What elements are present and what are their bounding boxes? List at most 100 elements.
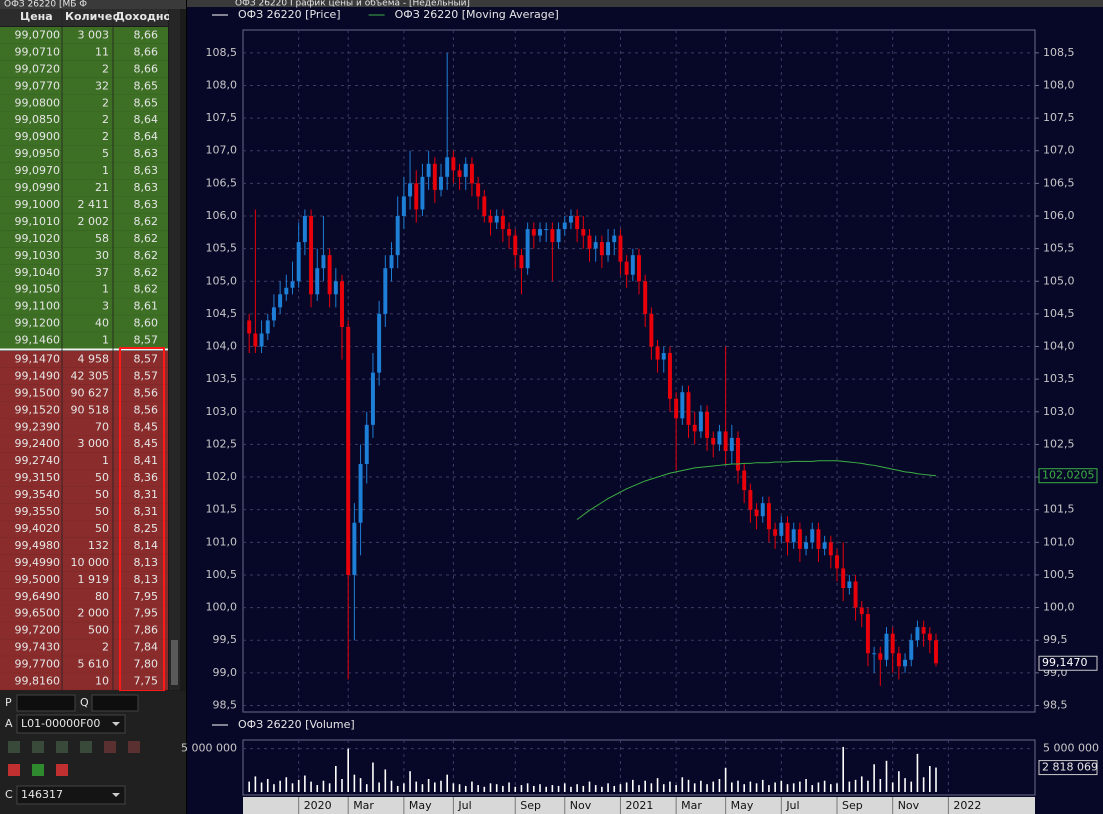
order-row[interactable] [0, 588, 168, 606]
yield-cell: 8,57 [134, 352, 159, 365]
price-cell: 99,5000 [15, 573, 61, 586]
candle-body [482, 196, 487, 216]
price-cell: 99,0900 [15, 130, 61, 143]
price-cell: 99,0800 [15, 96, 61, 109]
yield-cell: 8,62 [134, 215, 159, 228]
candle-body [698, 411, 703, 432]
quantity-cell: 132 [88, 539, 109, 552]
order-row[interactable] [0, 332, 168, 350]
order-row[interactable] [0, 196, 168, 214]
order-row[interactable] [0, 537, 168, 555]
candle-body [327, 255, 332, 295]
quantity-cell: 5 [102, 147, 109, 160]
order-row[interactable] [0, 571, 168, 589]
order-row[interactable] [0, 384, 168, 402]
y-tick-label: 102,0 [206, 470, 238, 483]
order-row[interactable] [0, 639, 168, 657]
scrollbar-thumb[interactable] [171, 640, 178, 685]
quantity-input[interactable] [91, 694, 139, 712]
tool-icon[interactable] [32, 741, 44, 753]
order-row[interactable] [0, 264, 168, 282]
order-row[interactable] [0, 247, 168, 265]
order-row[interactable] [0, 230, 168, 248]
y-tick-label: 103,0 [206, 405, 238, 418]
quantity-cell: 50 [95, 471, 109, 484]
quantity-cell: 42 305 [71, 369, 110, 382]
tool-icon[interactable] [128, 741, 140, 753]
y-tick-label: 107,0 [1043, 144, 1075, 157]
candle-body [445, 157, 450, 177]
quantity-cell: 500 [88, 624, 109, 637]
order-row[interactable] [0, 503, 168, 521]
y-tick-label: 99,5 [1043, 633, 1068, 646]
candle-body [711, 437, 716, 445]
order-row[interactable] [0, 435, 168, 453]
order-row[interactable] [0, 367, 168, 385]
order-row[interactable] [0, 213, 168, 231]
order-row[interactable] [0, 281, 168, 299]
account-select[interactable] [16, 714, 126, 734]
candle-body [439, 176, 443, 190]
yield-cell: 8,66 [134, 62, 159, 75]
candle-body [340, 281, 344, 327]
candle-body [865, 614, 870, 654]
yield-cell: 7,86 [134, 624, 159, 637]
order-row[interactable] [0, 43, 168, 61]
order-row[interactable] [0, 605, 168, 623]
quantity-cell: 50 [95, 522, 109, 535]
candle-body [550, 229, 555, 243]
candle-body [909, 640, 914, 660]
order-row[interactable] [0, 673, 168, 690]
candle-body [785, 522, 790, 543]
order-row[interactable] [0, 145, 168, 163]
price-input[interactable] [16, 694, 76, 712]
order-row[interactable] [0, 351, 168, 368]
order-row[interactable] [0, 94, 168, 112]
order-row[interactable] [0, 401, 168, 419]
candle-body [562, 222, 567, 230]
tool-icon[interactable] [8, 741, 20, 753]
order-row[interactable] [0, 554, 168, 572]
order-row[interactable] [0, 520, 168, 538]
chart-title: ОФЗ 26220 График цены и объема - [Недель… [235, 0, 470, 9]
candle-body [333, 281, 338, 295]
order-row[interactable] [0, 60, 168, 78]
order-row[interactable] [0, 111, 168, 129]
y-tick-label: 104,0 [1043, 340, 1075, 353]
tool-icon[interactable] [56, 764, 68, 776]
order-row[interactable] [0, 162, 168, 180]
order-row[interactable] [0, 298, 168, 316]
price-cell: 99,0970 [15, 164, 61, 177]
order-row[interactable] [0, 452, 168, 470]
candle-body [544, 229, 549, 231]
price-cell: 99,4020 [15, 522, 61, 535]
order-row[interactable] [0, 77, 168, 95]
x-tick-label: 2021 [625, 799, 653, 812]
tool-icon[interactable] [104, 741, 116, 753]
order-row[interactable] [0, 179, 168, 197]
candle-body [395, 216, 400, 256]
order-row[interactable] [0, 418, 168, 436]
order-row[interactable] [0, 656, 168, 674]
scrollbar[interactable] [169, 9, 180, 690]
order-row[interactable] [0, 128, 168, 146]
order-row[interactable] [0, 622, 168, 640]
volume-header [187, 716, 1103, 736]
candle-body [451, 157, 456, 171]
tool-icon[interactable] [8, 764, 20, 776]
price-cell: 99,2390 [15, 420, 61, 433]
candle-body [791, 529, 796, 543]
candle-body [637, 255, 641, 282]
tool-icon[interactable] [32, 764, 44, 776]
order-row[interactable] [0, 486, 168, 504]
tool-icon[interactable] [56, 741, 68, 753]
order-row[interactable] [0, 27, 168, 44]
client-select[interactable] [16, 785, 126, 805]
price-cell: 99,1000 [15, 198, 61, 211]
order-row[interactable] [0, 315, 168, 333]
client-value: 146317 [21, 788, 63, 801]
tool-icon[interactable] [80, 741, 92, 753]
candle-body [667, 353, 672, 399]
candle-body [414, 183, 419, 210]
order-row[interactable] [0, 469, 168, 487]
